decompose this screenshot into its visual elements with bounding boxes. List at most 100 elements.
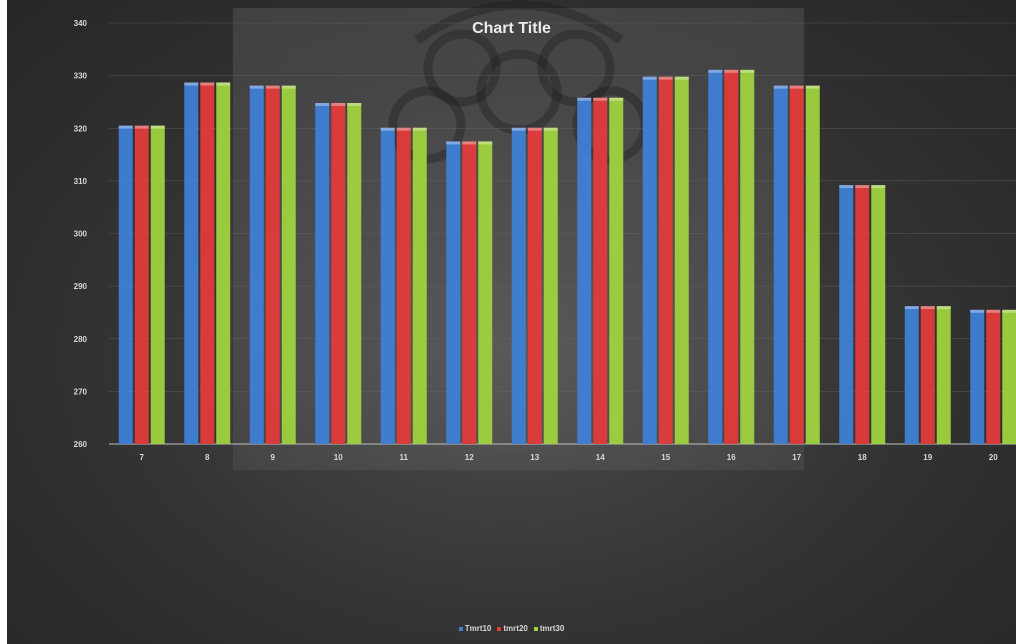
x-tick-label: 20 — [989, 453, 998, 462]
bar — [740, 69, 755, 445]
bar — [986, 309, 1001, 444]
bar-highlight — [150, 125, 165, 129]
y-tick-label: 340 — [74, 19, 88, 28]
bar-highlight — [412, 127, 427, 131]
x-tick-label: 7 — [140, 453, 145, 462]
chart-area: 260 270 280 290 300 310 320 330 340 7 8 9 10 11 12 13 1… — [7, 0, 1016, 644]
x-tick-label: 18 — [858, 453, 867, 462]
legend-label: Tmrt10 — [464, 624, 492, 633]
bar-highlight — [527, 127, 542, 131]
legend-label: tmrt30 — [539, 624, 565, 633]
bar — [265, 85, 280, 444]
bar — [511, 127, 526, 444]
bar-highlight — [118, 125, 133, 129]
y-tick-label: 330 — [74, 72, 88, 81]
bar — [396, 127, 411, 444]
bar — [184, 82, 199, 444]
bar-highlight — [511, 127, 526, 131]
bar-highlight — [446, 141, 461, 145]
bar-highlight — [134, 125, 149, 129]
bar-highlight — [216, 82, 231, 86]
y-axis: 260 270 280 290 300 310 320 330 340 — [74, 19, 88, 449]
bar — [315, 102, 330, 445]
bar — [150, 125, 165, 445]
bar-highlight — [184, 82, 199, 86]
bar-highlight — [281, 85, 296, 89]
bar — [478, 141, 493, 444]
bar — [412, 127, 427, 444]
bar-highlight — [478, 141, 493, 145]
bar-highlight — [871, 185, 886, 189]
bar — [674, 76, 689, 445]
bar — [281, 85, 296, 444]
bar-highlight — [1002, 309, 1016, 313]
bar — [527, 127, 542, 444]
legend-entry: tmrt30 — [533, 624, 565, 633]
legend-entry: tmrt20 — [497, 624, 528, 633]
bar — [658, 76, 673, 445]
bar-highlight — [380, 127, 395, 131]
y-tick-label: 280 — [74, 335, 88, 344]
bar — [789, 85, 804, 444]
bar-highlight — [642, 76, 657, 80]
x-tick-label: 13 — [530, 453, 539, 462]
bar — [380, 127, 395, 444]
bar-highlight — [904, 306, 919, 310]
legend-entry: Tmrt10 — [458, 624, 492, 633]
bar-highlight — [839, 185, 854, 189]
x-tick-label: 14 — [596, 453, 605, 462]
bar-highlight — [609, 97, 624, 101]
chart-plot: 260 270 280 290 300 310 320 330 340 7 8 9 10 11 12 13 1… — [74, 0, 1016, 470]
y-tick-label: 270 — [74, 387, 88, 396]
bar — [200, 82, 215, 444]
x-tick-label: 8 — [205, 453, 210, 462]
bar-highlight — [396, 127, 411, 131]
chart-title: Chart Title — [472, 20, 551, 37]
bar-highlight — [936, 306, 951, 310]
legend: Tmrt10 tmrt20 tmrt30 — [7, 624, 1016, 633]
bar — [1002, 309, 1016, 444]
bar-highlight — [855, 185, 870, 189]
bar — [134, 125, 149, 445]
bar-highlight — [200, 82, 215, 86]
bar — [839, 185, 854, 444]
bar — [347, 102, 362, 445]
bar-highlight — [543, 127, 558, 131]
x-tick-label: 16 — [727, 453, 736, 462]
bar — [216, 82, 231, 444]
bar — [871, 185, 886, 444]
bar-highlight — [740, 69, 755, 73]
bar — [920, 306, 935, 444]
bar — [446, 141, 461, 444]
legend-swatch — [497, 626, 502, 631]
bar — [593, 97, 608, 444]
bar — [331, 102, 346, 445]
bar — [118, 125, 133, 445]
bar — [543, 127, 558, 444]
bar-highlight — [708, 69, 723, 73]
x-tick-label: 12 — [465, 453, 474, 462]
bar-highlight — [920, 306, 935, 310]
bar-highlight — [577, 97, 592, 101]
bar-highlight — [773, 85, 788, 89]
x-tick-label: 9 — [271, 453, 276, 462]
bar — [970, 309, 985, 444]
bar — [936, 306, 951, 444]
bar — [462, 141, 477, 444]
bar-highlight — [674, 76, 689, 80]
bar-highlight — [331, 102, 346, 106]
x-tick-label: 10 — [334, 453, 343, 462]
bar-highlight — [265, 85, 280, 89]
bar-highlight — [658, 76, 673, 80]
bar — [708, 69, 723, 445]
bar-highlight — [970, 309, 985, 313]
bar-highlight — [315, 102, 330, 106]
legend-label: tmrt20 — [503, 624, 528, 633]
bar — [609, 97, 624, 444]
legend-swatch — [533, 626, 538, 631]
bar — [773, 85, 788, 444]
bar — [642, 76, 657, 445]
bar-highlight — [789, 85, 804, 89]
x-tick-label: 11 — [400, 453, 409, 462]
y-tick-label: 310 — [74, 177, 88, 186]
